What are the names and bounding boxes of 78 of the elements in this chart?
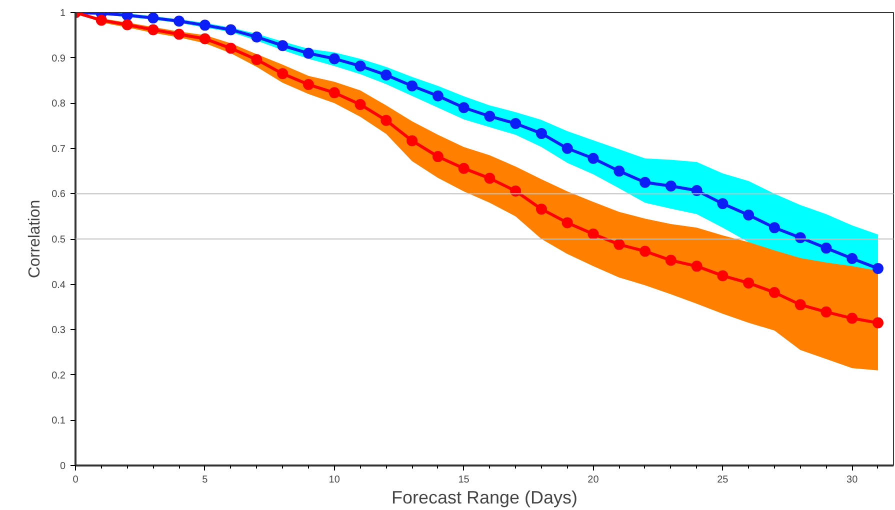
point — [148, 12, 159, 24]
point — [768, 222, 780, 234]
x-tick-label: 0 — [72, 474, 79, 486]
point — [743, 277, 754, 288]
point — [380, 70, 392, 81]
point — [588, 152, 599, 164]
point — [96, 14, 107, 26]
point — [743, 210, 754, 220]
point — [872, 317, 884, 328]
point — [665, 254, 676, 266]
point — [174, 28, 185, 40]
y-tick-label: 0.4 — [52, 280, 66, 291]
y-tick-label: 0.9 — [52, 53, 66, 64]
point — [846, 252, 858, 264]
point — [820, 242, 832, 254]
y-tick-label: 0.3 — [52, 325, 66, 336]
point — [510, 118, 522, 129]
point — [614, 166, 625, 177]
y-tick-label: 0 — [60, 461, 66, 472]
y-tick-label: 0.6 — [52, 189, 66, 200]
point — [302, 48, 314, 59]
point — [199, 20, 210, 31]
point — [639, 246, 650, 257]
x-tick-label: 5 — [202, 474, 208, 486]
point — [122, 19, 133, 30]
point — [432, 90, 444, 102]
y-tick-label: 0.1 — [52, 416, 66, 427]
point — [458, 102, 470, 114]
y-axis-title: Correlation — [26, 200, 44, 278]
point — [614, 238, 625, 250]
point — [354, 60, 366, 72]
point — [717, 198, 728, 210]
point — [639, 176, 650, 188]
point — [277, 40, 288, 52]
point — [406, 80, 418, 92]
point — [148, 24, 159, 36]
point — [536, 128, 547, 139]
y-tick-label: 0.8 — [52, 98, 66, 110]
x-axis-title: Forecast Range (Days) — [391, 488, 578, 508]
point — [768, 286, 780, 298]
point — [588, 228, 599, 240]
point — [328, 87, 340, 98]
point — [328, 53, 340, 64]
point — [794, 299, 806, 310]
point — [251, 31, 262, 42]
point — [846, 312, 858, 324]
point — [458, 162, 470, 174]
point — [406, 135, 418, 146]
x-tick-label: 25 — [717, 474, 729, 486]
point — [277, 68, 288, 80]
y-tick-label: 1 — [60, 8, 66, 19]
point — [665, 180, 676, 192]
point — [820, 306, 832, 318]
point — [199, 33, 210, 44]
y-tick-label: 0.7 — [52, 144, 66, 155]
y-tick-label: 0.5 — [52, 234, 66, 246]
point — [562, 217, 573, 228]
x-tick-label: 10 — [328, 474, 340, 486]
point — [225, 42, 236, 54]
point — [872, 262, 884, 274]
point — [536, 204, 547, 215]
x-tick-label: 15 — [458, 474, 470, 486]
x-tick-label: 20 — [588, 474, 600, 486]
point — [562, 142, 573, 154]
point — [691, 185, 702, 196]
point — [717, 270, 728, 282]
point — [484, 110, 496, 122]
point — [225, 24, 236, 36]
x-tick-label: 30 — [846, 474, 858, 486]
point — [174, 16, 185, 27]
point — [691, 260, 702, 272]
point — [380, 114, 392, 126]
point — [484, 172, 496, 184]
point — [251, 54, 262, 66]
point — [432, 151, 444, 162]
y-tick-label: 0.2 — [52, 370, 66, 382]
point — [354, 98, 366, 110]
point — [302, 79, 314, 90]
